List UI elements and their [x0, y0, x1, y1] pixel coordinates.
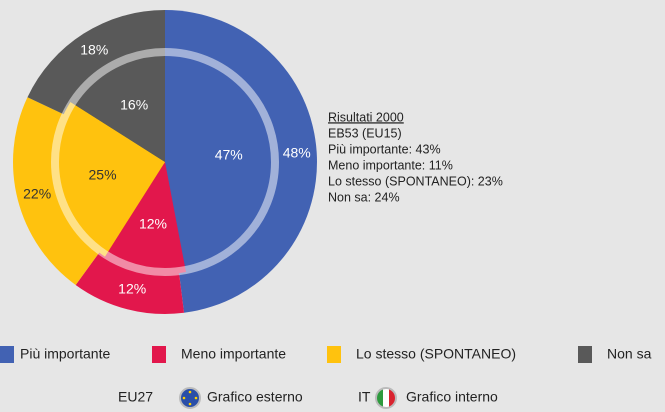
value-label: 12%	[139, 216, 167, 232]
ring-legend: EU27 Grafico esterno IT Grafico interno	[118, 387, 498, 409]
ring-name: IT	[358, 389, 371, 405]
annotation-title: Risultati 2000	[328, 110, 404, 124]
value-label: 48%	[283, 144, 311, 160]
annotation-line: Lo stesso (SPONTANEO): 23%	[328, 174, 503, 188]
legend-swatch	[578, 346, 592, 363]
value-label: 25%	[89, 167, 117, 183]
value-label: 22%	[23, 186, 51, 202]
value-label: 16%	[120, 97, 148, 113]
legend-swatch	[0, 346, 14, 363]
pie-slice	[165, 50, 278, 273]
value-label: 12%	[118, 281, 146, 297]
annotation-line: Più importante: 43%	[328, 142, 441, 156]
annotation-line: Meno importante: 11%	[328, 158, 453, 172]
legend-label: Lo stesso (SPONTANEO)	[356, 346, 516, 362]
it-icon	[375, 387, 397, 409]
legend-label: Meno importante	[181, 346, 286, 362]
annotation-line: EB53 (EU15)	[328, 126, 402, 140]
ring-name: EU27	[118, 389, 153, 405]
ring-separator	[51, 48, 279, 276]
value-label: 47%	[215, 147, 243, 163]
legend-label: Non sa	[607, 346, 652, 362]
legend-swatch	[327, 346, 341, 363]
ring-description: Grafico esterno	[207, 389, 303, 405]
legend-swatch	[152, 346, 166, 363]
eu-icon	[179, 387, 201, 409]
ring-description: Grafico interno	[406, 389, 498, 405]
pie-slice	[104, 162, 186, 275]
annotation-line: Non sa: 24%	[328, 190, 400, 204]
legend-label: Più importante	[20, 346, 110, 362]
value-label: 18%	[80, 41, 108, 57]
pie-slice	[53, 101, 165, 257]
pie-layer: 48% 12% 22% 18% 47% 12% 25% 16%	[12, 10, 317, 314]
annotation: Risultati 2000 EB53 (EU15) Più important…	[328, 110, 503, 204]
